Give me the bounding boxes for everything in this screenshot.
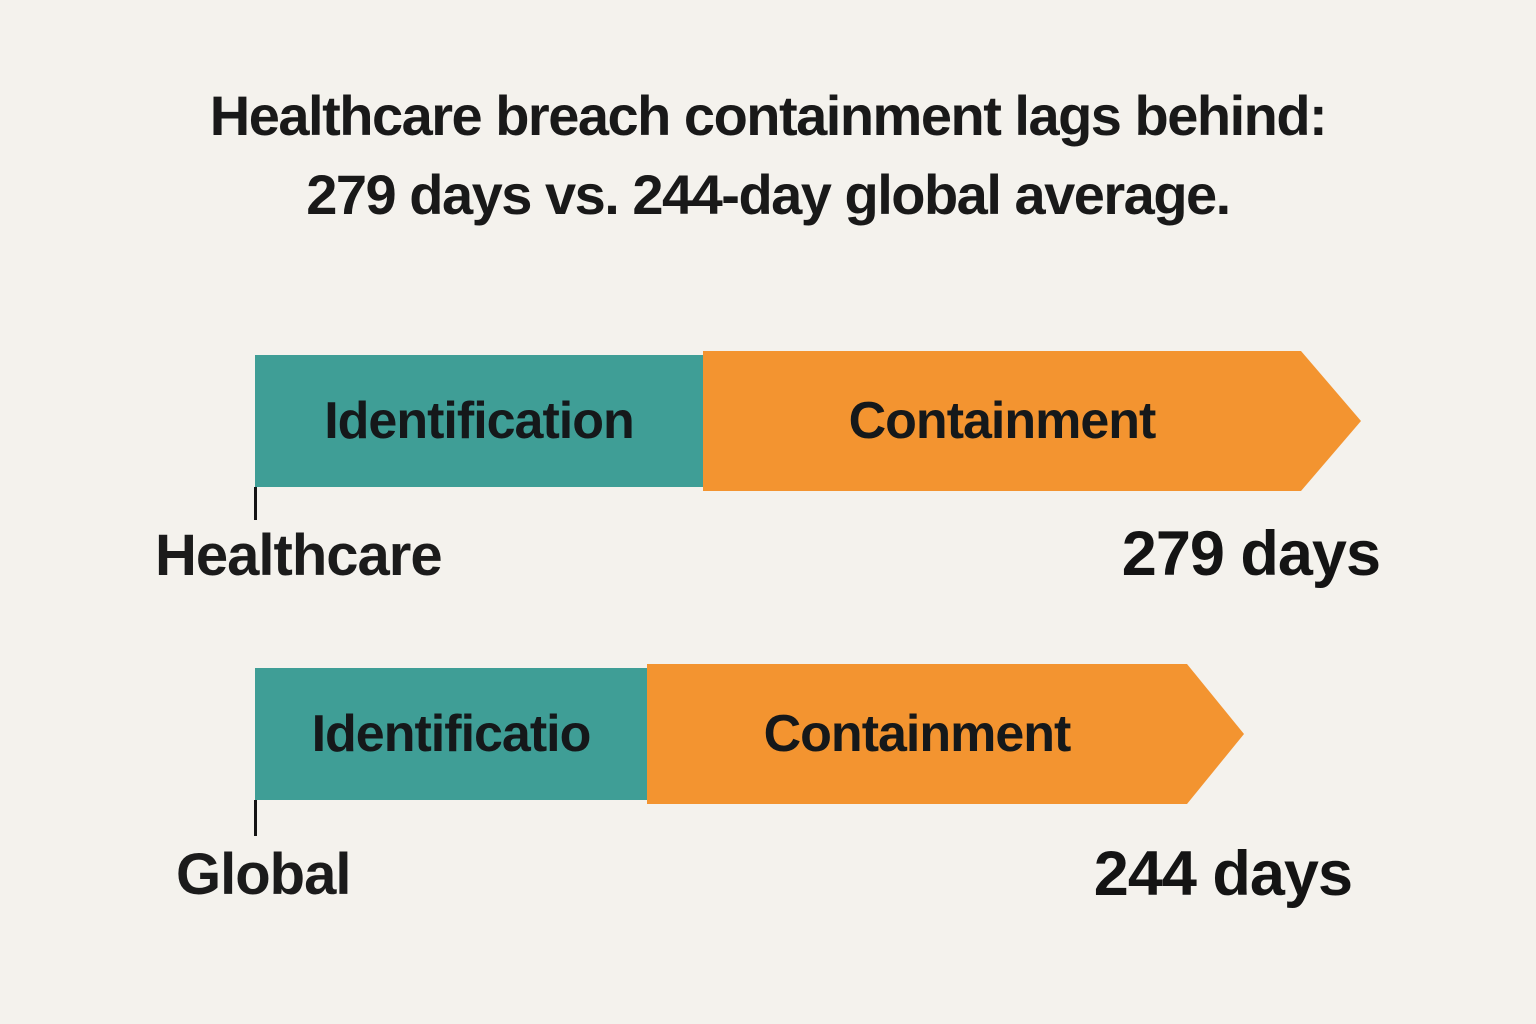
chart-title-line-2: 279 days vs. 244-day global average. xyxy=(306,163,1231,226)
containment-segment-label: Containment xyxy=(763,705,1071,763)
identification-segment-label: Identification xyxy=(324,392,635,450)
global-category-label: Global xyxy=(176,842,351,907)
global-identification-segment: Identificatio xyxy=(255,668,647,800)
healthcare-total-days-value: 279 days xyxy=(1121,519,1381,589)
chart-title-line-1: Healthcare breach containment lags behin… xyxy=(209,84,1328,147)
identification-segment-label: Identificatio xyxy=(311,705,592,763)
healthcare-containment-segment: Containment xyxy=(703,351,1361,491)
chart-title: Healthcare breach containment lags behin… xyxy=(0,76,1536,234)
healthcare-category-label: Healthcare xyxy=(155,523,443,588)
global-axis-tick xyxy=(254,800,257,836)
containment-segment-label: Containment xyxy=(848,392,1156,450)
global-total-days-value: 244 days xyxy=(1093,839,1353,909)
healthcare-axis-tick xyxy=(254,487,257,520)
healthcare-identification-segment: Identification xyxy=(255,355,703,487)
global-containment-segment: Containment xyxy=(647,664,1244,804)
